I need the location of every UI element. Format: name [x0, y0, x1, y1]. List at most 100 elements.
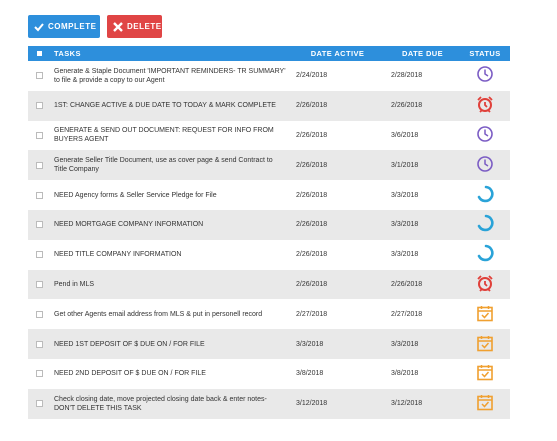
status-cell: [460, 150, 510, 181]
status-icon: [477, 215, 494, 232]
complete-label: COMPLETE: [48, 22, 97, 31]
date-due: 3/1/2018: [385, 150, 460, 181]
row-checkbox[interactable]: [35, 131, 43, 139]
row-checkbox[interactable]: [35, 310, 43, 318]
header: STATUS: [460, 46, 510, 61]
date-due: 3/6/2018: [391, 131, 419, 139]
date-active: 2/26/2018: [296, 191, 328, 199]
header: TASKS: [50, 46, 290, 61]
status-icon: [477, 395, 493, 411]
date-active: 2/26/2018: [290, 90, 385, 121]
date-due: 2/26/2018: [385, 90, 460, 121]
date-active: 2/26/2018: [296, 131, 328, 139]
header-row: TASKS DATE ACTIVE DATE DUE STATUS: [28, 46, 510, 61]
task-row: Get other Agents email address from MLS …: [28, 299, 510, 329]
task-name: Generate & Staple Document 'IMPORTANT RE…: [54, 67, 286, 84]
status-cell: [460, 329, 510, 359]
status-icon: [477, 305, 493, 322]
task-name: NEED MORTGAGE COMPANY INFORMATION: [50, 209, 290, 240]
row-checkbox[interactable]: [35, 370, 43, 378]
status-cell: [460, 180, 510, 210]
status-icon: [477, 335, 493, 351]
task-name: NEED TITLE COMPANY INFORMATION: [54, 251, 182, 259]
date-due: 3/3/2018: [385, 209, 460, 240]
task-row: NEED MORTGAGE COMPANY INFORMATION 2/26/20…: [28, 209, 510, 240]
checkbox-cell: [28, 121, 50, 151]
task-row: Pend in MLS 2/26/2018 2/26/2018: [28, 269, 510, 300]
delete-button[interactable]: DELETE: [107, 15, 162, 38]
checkbox-cell: [28, 180, 50, 210]
status-cell: [460, 299, 510, 329]
status-cell: [460, 90, 510, 121]
task-table: TASKS DATE ACTIVE DATE DUE STATUS Genera…: [28, 46, 510, 419]
row-checkbox[interactable]: [35, 191, 43, 199]
row-checkbox[interactable]: [35, 251, 43, 259]
task-name: NEED 1ST DEPOSIT OF $ DUE ON / FOR FILE: [50, 329, 290, 359]
checkbox-cell: [28, 359, 50, 389]
date-due: 2/27/2018: [391, 310, 423, 318]
task-name: NEED Agency forms & Seller Service Pledg…: [54, 191, 217, 199]
checkbox-cell: [28, 209, 50, 240]
task-name: 1ST: CHANGE ACTIVE & DUE DATE TO TODAY &…: [50, 90, 290, 121]
status-cell: [460, 121, 510, 151]
task-row: NEED TITLE COMPANY INFORMATION 2/26/2018 3…: [28, 240, 510, 270]
task-row: Generate & Staple Document 'IMPORTANT RE…: [28, 61, 510, 91]
status-icon: [477, 185, 494, 202]
date-active: 2/26/2018: [290, 150, 385, 181]
date-active: 3/3/2018: [290, 329, 385, 359]
status-icon: [477, 96, 493, 113]
task-name: GENERATE & SEND OUT DOCUMENT: REQUEST FO…: [54, 127, 274, 144]
status-cell: [460, 209, 510, 240]
task-row: 1ST: CHANGE ACTIVE & DUE DATE TO TODAY &…: [28, 90, 510, 121]
complete-button[interactable]: COMPLETE: [28, 15, 100, 38]
status-cell: [460, 61, 510, 91]
row-checkbox[interactable]: [35, 400, 43, 408]
row-checkbox[interactable]: [35, 340, 43, 348]
status-cell: [460, 359, 510, 389]
date-due: 3/3/2018: [385, 329, 460, 359]
date-active: 2/24/2018: [296, 72, 328, 80]
header: DATE DUE: [385, 46, 460, 61]
date-active: 2/27/2018: [296, 310, 328, 318]
task-row: Generate Seller Title Document, use as c…: [28, 150, 510, 181]
header: DATE ACTIVE: [290, 46, 385, 61]
date-due: 2/28/2018: [391, 72, 423, 80]
date-active: 2/26/2018: [296, 251, 328, 259]
task-row: GENERATE & SEND OUT DOCUMENT: REQUEST FO…: [28, 121, 510, 151]
task-name: Generate Seller Title Document, use as c…: [50, 150, 290, 181]
delete-label: DELETE: [127, 22, 162, 31]
checkbox-cell: [28, 329, 50, 359]
task-name: Pend in MLS: [50, 269, 290, 300]
date-active: 3/8/2018: [296, 370, 324, 378]
date-due: 3/3/2018: [391, 191, 419, 199]
date-active: 2/26/2018: [290, 209, 385, 240]
row-checkbox[interactable]: [35, 161, 43, 169]
task-row: NEED Agency forms & Seller Service Pledg…: [28, 180, 510, 210]
row-checkbox[interactable]: [35, 72, 43, 80]
status-icon: [477, 66, 493, 83]
date-due: 2/26/2018: [385, 269, 460, 300]
row-checkbox[interactable]: [35, 280, 43, 288]
checkbox-cell: [28, 299, 50, 329]
select-all[interactable]: [36, 51, 42, 56]
status-cell: [460, 388, 510, 419]
checkbox-cell: [28, 150, 50, 181]
checkbox-cell: [28, 61, 50, 91]
checkbox-cell: [28, 388, 50, 419]
date-active: 3/12/2018: [290, 388, 385, 419]
status-cell: [460, 269, 510, 300]
task-name: NEED 2ND DEPOSIT OF $ DUE ON / FOR FILE: [54, 370, 206, 378]
status-icon: [477, 275, 493, 292]
task-name: Check closing date, move projected closi…: [50, 388, 290, 419]
status-cell: [460, 240, 510, 270]
row-checkbox[interactable]: [35, 221, 43, 229]
date-due: 3/3/2018: [391, 251, 419, 259]
checkbox-cell: [28, 240, 50, 270]
date-due: 3/8/2018: [391, 370, 419, 378]
task-row: NEED 2ND DEPOSIT OF $ DUE ON / FOR FILE 3…: [28, 359, 510, 389]
task-row: Check closing date, move projected closi…: [28, 388, 510, 419]
status-icon: [477, 126, 493, 142]
task-name: Get other Agents email address from MLS …: [54, 310, 263, 318]
row-checkbox[interactable]: [35, 102, 43, 110]
